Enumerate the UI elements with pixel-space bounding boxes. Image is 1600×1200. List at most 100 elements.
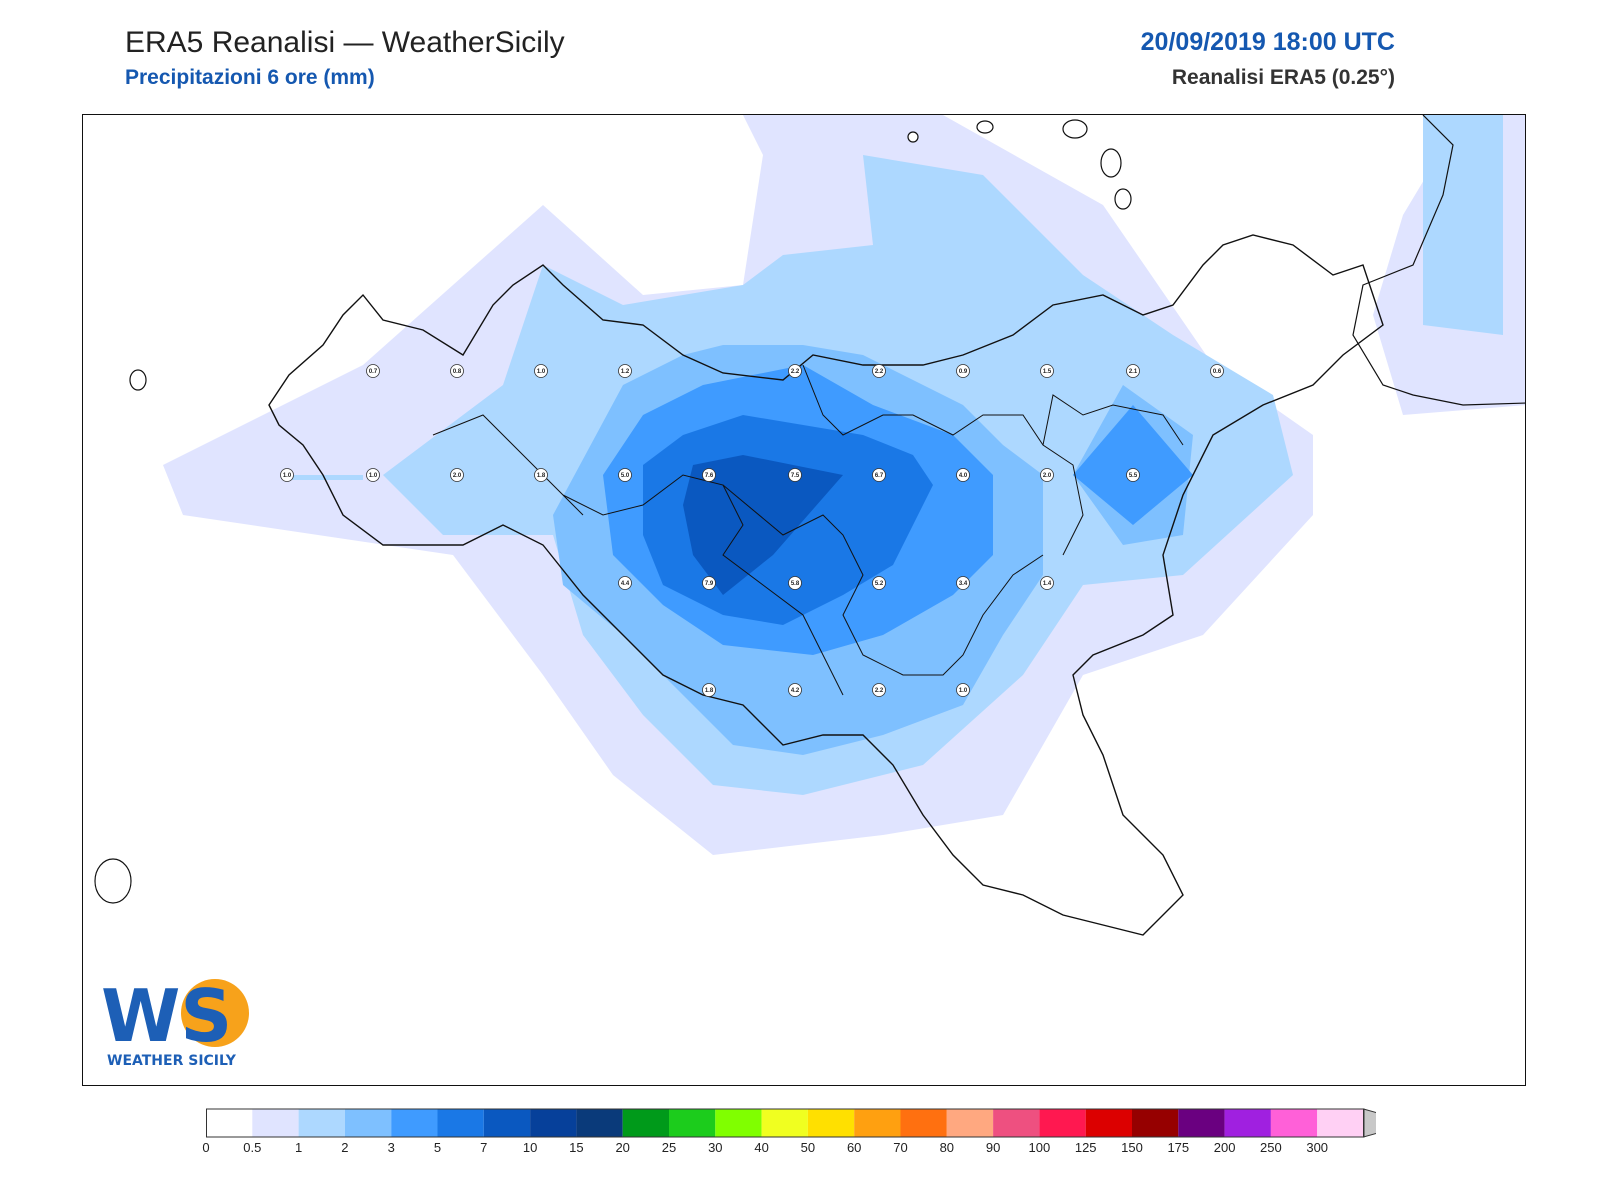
station-marker-circle bbox=[956, 468, 970, 482]
station-value: 1.4 bbox=[1043, 581, 1052, 587]
station-marker: 2.1 bbox=[1126, 364, 1140, 378]
station-marker-circle bbox=[1126, 364, 1140, 378]
station-value: 0.8 bbox=[453, 369, 462, 375]
station-marker: 1.0 bbox=[366, 468, 380, 482]
station-value: 4.2 bbox=[791, 688, 800, 694]
station-marker-circle bbox=[702, 683, 716, 697]
station-value: 2.2 bbox=[875, 688, 884, 694]
station-marker-circle bbox=[1040, 364, 1054, 378]
colorbar-swatch bbox=[1270, 1109, 1318, 1137]
station-value: 2.2 bbox=[875, 369, 884, 375]
station-marker-circle bbox=[534, 468, 548, 482]
station-marker: 1.5 bbox=[1040, 364, 1054, 378]
precip-colorbar bbox=[206, 1108, 1376, 1138]
station-marker-circle bbox=[702, 468, 716, 482]
colorbar-tick-label: 80 bbox=[939, 1140, 955, 1155]
station-value: 4.0 bbox=[959, 473, 968, 479]
map-canvas: 0.7 0.8 1.0 1.2 2.2 2.2 0.9 1.5 2.1 0.6 1.0 1.0 2.0 1… bbox=[94, 115, 1525, 936]
colorbar-tick-label: 25 bbox=[661, 1140, 677, 1155]
station-value: 1.0 bbox=[283, 473, 292, 479]
station-marker-circle bbox=[956, 364, 970, 378]
station-marker-circle bbox=[872, 468, 886, 482]
station-marker: 7.6 bbox=[702, 468, 716, 482]
colorbar-tick-label: 30 bbox=[708, 1140, 723, 1155]
station-marker-circle bbox=[788, 468, 802, 482]
station-value: 1.8 bbox=[537, 473, 546, 479]
station-value: 1.5 bbox=[1043, 369, 1052, 375]
colorbar-tick-label: 175 bbox=[1167, 1140, 1190, 1155]
station-value: 2.0 bbox=[453, 473, 462, 479]
colorbar-tick-label: 20 bbox=[615, 1140, 630, 1155]
colorbar-tick-label: 300 bbox=[1306, 1140, 1329, 1155]
station-marker: 1.0 bbox=[280, 468, 294, 482]
islands bbox=[94, 119, 1132, 904]
valid-date: 20/09/2019 18:00 UTC bbox=[1140, 28, 1395, 56]
station-marker-circle bbox=[872, 683, 886, 697]
station-marker-circle bbox=[872, 364, 886, 378]
colorbar-tick-label: 50 bbox=[800, 1140, 816, 1155]
station-marker-circle bbox=[1040, 468, 1054, 482]
station-marker-circle bbox=[872, 576, 886, 590]
colorbar-swatch bbox=[344, 1109, 392, 1137]
station-marker: 1.4 bbox=[1040, 576, 1054, 590]
station-marker: 6.7 bbox=[872, 468, 886, 482]
colorbar-tick-label: 100 bbox=[1028, 1140, 1051, 1155]
station-marker-circle bbox=[1210, 364, 1224, 378]
station-marker: 5.0 bbox=[618, 468, 632, 482]
colorbar-swatch bbox=[252, 1109, 299, 1137]
station-marker-circle bbox=[788, 683, 802, 697]
colorbar-swatch bbox=[1132, 1109, 1179, 1137]
station-marker-circle bbox=[1126, 468, 1140, 482]
station-marker-circle bbox=[450, 364, 464, 378]
colorbar-swatch bbox=[391, 1109, 438, 1137]
station-value: 5.0 bbox=[621, 473, 630, 479]
station-marker: 2.2 bbox=[788, 364, 802, 378]
station-marker: 1.2 bbox=[618, 364, 632, 378]
colorbar-tick-label: 90 bbox=[985, 1140, 1001, 1155]
station-markers: 0.7 0.8 1.0 1.2 2.2 2.2 0.9 1.5 2.1 0.6 1.0 1.0 2.0 1… bbox=[280, 364, 1224, 697]
station-marker: 2.0 bbox=[450, 468, 464, 482]
station-marker-circle bbox=[618, 468, 632, 482]
station-marker-circle bbox=[702, 576, 716, 590]
map-subtitle: Precipitazioni 6 ore (mm) bbox=[125, 66, 375, 89]
colorbar-tick-label: 60 bbox=[846, 1140, 862, 1155]
station-marker: 2.2 bbox=[872, 683, 886, 697]
colorbar-swatch bbox=[946, 1109, 994, 1137]
colorbar-tick-label: 40 bbox=[754, 1140, 769, 1155]
weather-sicily-logo: WS WEATHER SICILY bbox=[97, 971, 257, 1071]
station-marker-circle bbox=[788, 364, 802, 378]
colorbar-swatch bbox=[483, 1109, 531, 1137]
station-marker: 1.0 bbox=[956, 683, 970, 697]
station-value: 1.8 bbox=[705, 688, 714, 694]
colorbar-tick-label: 200 bbox=[1213, 1140, 1236, 1155]
station-marker-circle bbox=[534, 364, 548, 378]
station-marker: 0.7 bbox=[366, 364, 380, 378]
province-borders bbox=[432, 364, 1184, 696]
station-marker: 7.5 bbox=[788, 468, 802, 482]
station-marker-circle bbox=[450, 468, 464, 482]
colorbar-swatch bbox=[530, 1109, 577, 1137]
station-marker-circle bbox=[956, 576, 970, 590]
colorbar-tick-label: 150 bbox=[1121, 1140, 1143, 1155]
station-marker: 5.5 bbox=[1126, 468, 1140, 482]
station-marker-circle bbox=[788, 576, 802, 590]
colorbar-swatch bbox=[1178, 1109, 1225, 1137]
station-marker-circle bbox=[956, 683, 970, 697]
logo-brand-text: WEATHER SICILY bbox=[107, 1053, 237, 1069]
colorbar-extend-arrow bbox=[1363, 1108, 1376, 1138]
station-value: 7.9 bbox=[705, 581, 714, 587]
station-value: 2.2 bbox=[791, 369, 800, 375]
station-marker: 4.4 bbox=[618, 576, 632, 590]
colorbar-tick-label: 10 bbox=[522, 1140, 538, 1155]
colorbar-swatch bbox=[1317, 1109, 1364, 1137]
station-marker: 2.2 bbox=[872, 364, 886, 378]
station-marker: 4.0 bbox=[956, 468, 970, 482]
colorbar-tick-label: 250 bbox=[1260, 1140, 1282, 1155]
colorbar-swatch bbox=[1039, 1109, 1086, 1137]
station-marker-circle bbox=[280, 468, 294, 482]
station-marker: 7.9 bbox=[702, 576, 716, 590]
colorbar-tick-label: 7 bbox=[480, 1140, 488, 1155]
colorbar-swatch bbox=[1085, 1109, 1132, 1137]
colorbar-tick-label: 5 bbox=[433, 1140, 442, 1155]
colorbar-swatch bbox=[761, 1109, 808, 1137]
